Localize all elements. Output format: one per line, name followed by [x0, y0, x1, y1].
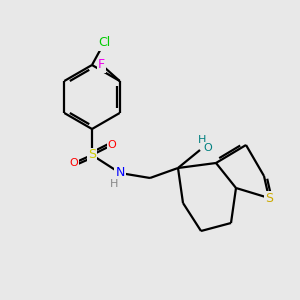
Text: F: F	[98, 58, 105, 71]
Text: O: O	[70, 158, 78, 168]
Text: S: S	[265, 191, 273, 205]
Text: H: H	[110, 179, 118, 189]
Text: Cl: Cl	[98, 37, 110, 50]
Text: N: N	[115, 167, 125, 179]
Text: O: O	[108, 140, 116, 150]
Text: S: S	[88, 148, 96, 161]
Text: H: H	[198, 135, 206, 145]
Text: O: O	[204, 143, 212, 153]
